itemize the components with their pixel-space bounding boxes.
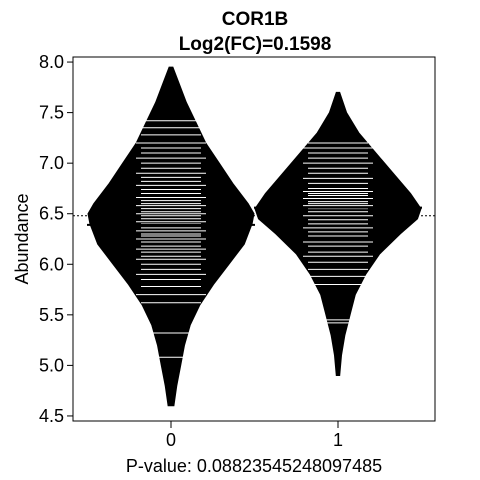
y-axis-label: Abundance [12,193,32,284]
x-tick-label: 0 [166,430,176,450]
y-tick-label: 7.0 [39,153,64,173]
plot-frame [72,56,436,422]
y-tick-label: 4.5 [39,406,64,426]
y-tick-label: 7.5 [39,103,64,123]
bean-shape-group-1 [254,91,422,376]
y-tick-label: 5.5 [39,305,64,325]
plot-area [73,66,435,407]
y-tick-label: 5.0 [39,355,64,375]
y-tick-label: 6.5 [39,204,64,224]
x-tick-label: 1 [333,430,343,450]
y-tick-label: 6.0 [39,254,64,274]
y-tick-label: 8.0 [39,52,64,72]
x-axis-label: P-value: 0.0882354524809748​5 [126,456,382,476]
chart-subtitle: Log2(FC)=0.1598 [179,34,332,55]
axes: 4.5 5.0 5.5 6.0 6.5 7.0 7.5 8.0 0 1 [39,52,343,450]
chart-title: COR1B [222,9,289,30]
